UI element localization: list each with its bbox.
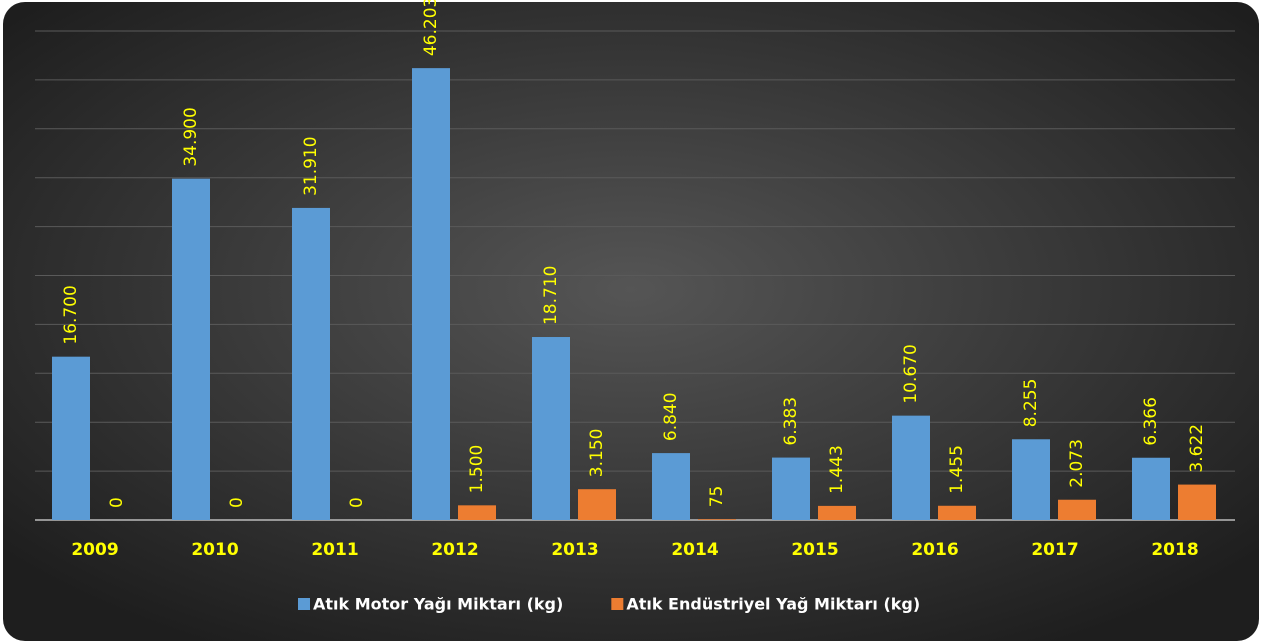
- legend-swatch: [611, 598, 624, 610]
- bar: [1178, 484, 1216, 520]
- x-tick-label: 2011: [311, 540, 358, 560]
- bar: [1132, 457, 1170, 520]
- data-label: 3.622: [1187, 424, 1207, 473]
- bar: [1012, 439, 1050, 520]
- x-tick-label: 2015: [791, 540, 838, 560]
- data-label: 31.910: [301, 136, 321, 195]
- data-label: 16.700: [61, 285, 81, 344]
- legend-label: Atık Motor Yağı Miktarı (kg): [313, 595, 563, 614]
- data-label: 8.255: [1021, 379, 1041, 428]
- bar: [892, 415, 930, 520]
- x-tick-label: 2010: [191, 540, 238, 560]
- x-tick-label: 2013: [551, 540, 598, 560]
- x-tick-label: 2009: [71, 540, 118, 560]
- bar: [818, 505, 856, 520]
- x-tick-label: 2012: [431, 540, 478, 560]
- bar: [578, 489, 616, 520]
- data-label: 1.500: [467, 445, 487, 494]
- data-label: 0: [227, 497, 247, 508]
- data-label: 1.455: [947, 445, 967, 494]
- bar: [698, 519, 736, 520]
- bar: [412, 68, 450, 521]
- data-label: 1.443: [827, 445, 847, 494]
- data-label: 75: [707, 486, 727, 508]
- bar: [652, 453, 690, 520]
- bar: [458, 505, 496, 520]
- data-label: 10.670: [901, 344, 921, 403]
- bar: [938, 505, 976, 520]
- bar: [292, 207, 330, 520]
- legend-label: Atık Endüstriyel Yağ Miktarı (kg): [626, 595, 920, 614]
- data-label: 0: [107, 497, 127, 508]
- legend-swatch: [298, 598, 310, 610]
- data-label: 6.840: [661, 392, 681, 441]
- bar: [172, 178, 210, 521]
- x-tick-label: 2017: [1031, 540, 1078, 560]
- data-label: 6.383: [781, 397, 801, 446]
- x-tick-label: 2016: [911, 540, 958, 560]
- data-label: 18.710: [541, 266, 561, 325]
- x-tick-label: 2014: [671, 540, 718, 560]
- x-tick-label: 2018: [1151, 540, 1198, 560]
- data-label: 0: [347, 497, 367, 508]
- data-label: 34.900: [181, 107, 201, 166]
- bar: [532, 337, 570, 520]
- bar: [772, 457, 810, 520]
- bar: [52, 356, 90, 520]
- bar: [1058, 499, 1096, 520]
- data-label: 2.073: [1067, 439, 1087, 488]
- data-label: 6.366: [1141, 397, 1161, 446]
- data-label: 3.150: [587, 429, 607, 478]
- data-label: 46.203: [421, 0, 441, 56]
